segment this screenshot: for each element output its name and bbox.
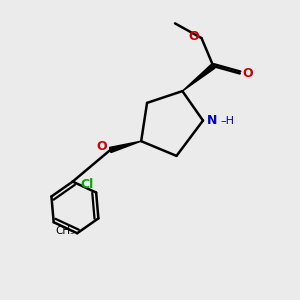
Polygon shape bbox=[110, 141, 141, 152]
Text: –H: –H bbox=[220, 116, 234, 126]
Text: N: N bbox=[206, 114, 217, 127]
Text: CH₃: CH₃ bbox=[55, 226, 74, 236]
Text: O: O bbox=[243, 67, 254, 80]
Text: Cl: Cl bbox=[80, 178, 93, 191]
Text: O: O bbox=[188, 30, 199, 43]
Polygon shape bbox=[182, 64, 215, 91]
Text: O: O bbox=[97, 140, 107, 153]
